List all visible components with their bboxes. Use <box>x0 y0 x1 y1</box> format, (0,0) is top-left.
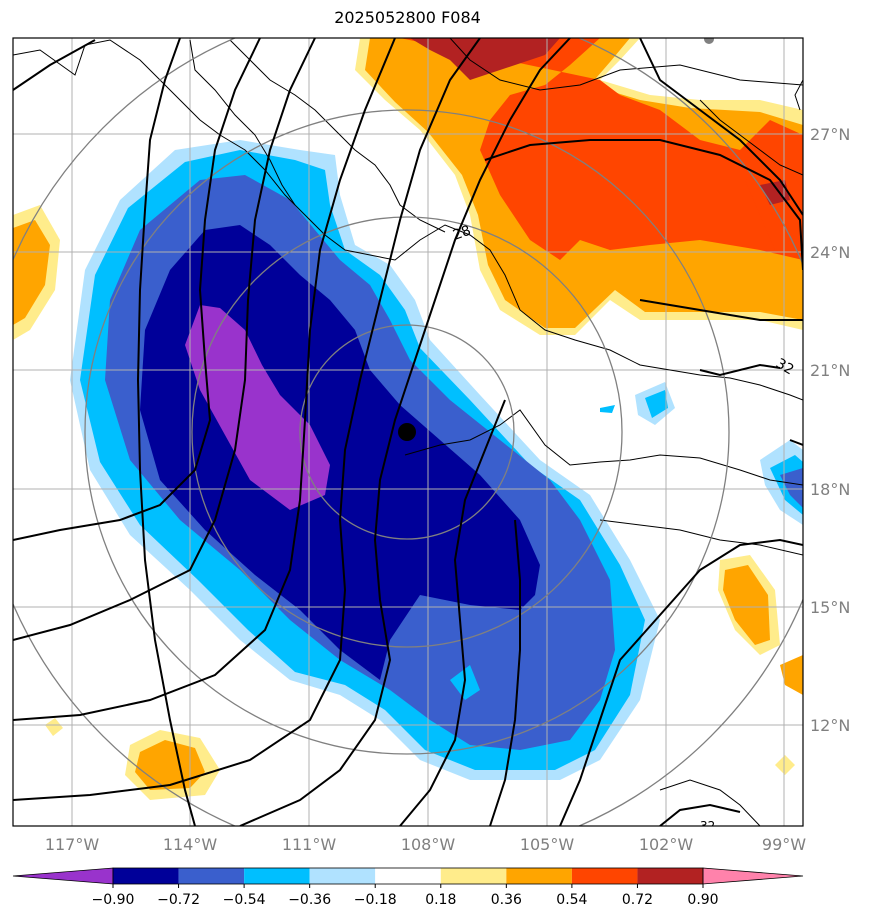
lon-label: 99°W <box>762 835 806 854</box>
colorbar-segment <box>309 868 376 884</box>
map-plot-area: 28 32 32 <box>13 38 803 833</box>
contour-label: 28 <box>451 223 473 244</box>
longitude-labels: 117°W 114°W 111°W 108°W 105°W 102°W 99°W <box>45 835 806 854</box>
lat-label: 27°N <box>810 125 850 144</box>
positive-anomaly-field <box>13 38 803 800</box>
storm-center-marker <box>398 423 416 441</box>
reference-dot <box>704 38 714 44</box>
map-title: 2025052800 F084 <box>334 8 481 27</box>
contour-label: 32 <box>773 356 796 379</box>
height-contours <box>13 38 803 826</box>
lon-label: 105°W <box>520 835 575 854</box>
contour-label: 32 <box>700 819 715 833</box>
colorbar-extend-low <box>12 867 114 885</box>
colorbar-tick-label: 0.72 <box>622 892 653 908</box>
lon-label: 117°W <box>45 835 100 854</box>
colorbar-segment <box>440 868 507 884</box>
range-rings <box>13 38 803 826</box>
colorbar-tick-label: −0.36 <box>288 892 331 908</box>
colorbar-tick-label: −0.90 <box>92 892 135 908</box>
lat-label: 18°N <box>810 480 850 499</box>
colorbar-segment <box>113 868 179 884</box>
lon-label: 102°W <box>639 835 694 854</box>
lon-label: 108°W <box>401 835 456 854</box>
lat-label: 12°N <box>810 716 850 735</box>
lon-label: 111°W <box>282 835 337 854</box>
colorbar-segment <box>375 868 441 884</box>
colorbar-tick-label: 0.90 <box>687 892 718 908</box>
coastlines <box>13 38 803 826</box>
colorbar-outline <box>112 867 704 885</box>
gridlines <box>13 38 803 826</box>
colorbar-tick-label: −0.72 <box>157 892 200 908</box>
colorbar-segment <box>571 868 638 884</box>
colorbar-tick-label: −0.18 <box>354 892 397 908</box>
colorbar-tick-label: −0.54 <box>223 892 266 908</box>
lat-label: 24°N <box>810 243 850 262</box>
colorbar-segment <box>178 868 245 884</box>
colorbar-tick-label: 0.36 <box>491 892 522 908</box>
colorbar-extend-high <box>702 867 804 885</box>
colorbar-segment <box>244 868 310 884</box>
lon-label: 114°W <box>163 835 218 854</box>
colorbar-segment <box>506 868 572 884</box>
latitude-labels: 12°N 15°N 18°N 21°N 24°N 27°N <box>810 125 850 735</box>
lat-label: 21°N <box>810 361 850 380</box>
lat-label: 15°N <box>810 598 850 617</box>
colorbar: −0.90 −0.72 −0.54 −0.36 −0.18 0.18 0.36 0.54 0.7… <box>12 867 804 908</box>
map-frame <box>12 37 804 827</box>
colorbar-segment <box>637 868 703 884</box>
colorbar-tick-label: 0.54 <box>556 892 587 908</box>
colorbar-tick-label: 0.18 <box>425 892 456 908</box>
